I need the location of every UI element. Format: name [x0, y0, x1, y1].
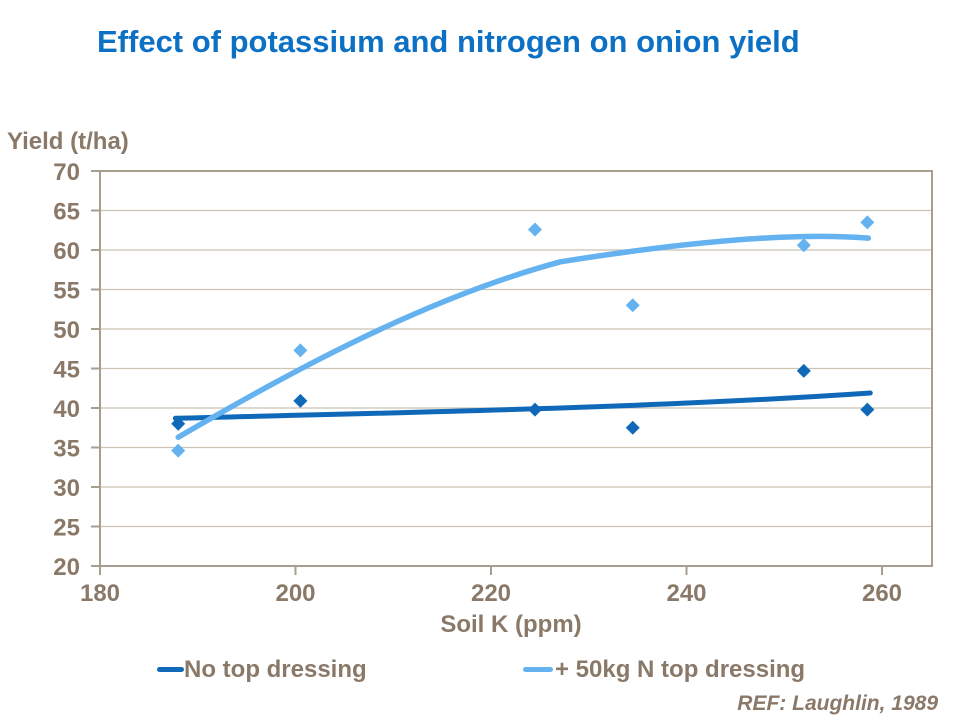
data-point-diamond: [796, 363, 811, 378]
data-point-diamond: [527, 222, 542, 237]
x-tick-label: 180: [80, 580, 120, 607]
reference-text: REF: Laughlin, 1989: [737, 692, 938, 715]
trend-line-no-top-dressing: [172, 390, 873, 421]
legend-label-no-top-dressing: No top dressing: [184, 656, 367, 683]
data-point-diamond: [293, 343, 308, 358]
x-axis-title: Soil K (ppm): [440, 611, 582, 638]
data-point-diamond: [860, 215, 875, 230]
data-point-diamond: [625, 298, 640, 313]
y-tick-label: 25: [53, 515, 80, 542]
x-tick-label: 240: [666, 580, 706, 607]
data-point-diamond: [171, 416, 186, 431]
y-tick-label: 70: [53, 159, 80, 186]
x-tick-label: 260: [862, 580, 902, 607]
y-tick-label: 40: [53, 396, 80, 423]
y-axis-title: Yield (t/ha): [7, 128, 129, 155]
data-point-diamond: [171, 443, 186, 458]
legend-label-50kg-n-top-dressing: + 50kg N top dressing: [555, 656, 806, 683]
data-point-diamond: [625, 420, 640, 435]
y-tick-label: 50: [53, 317, 80, 344]
chart-title: Effect of potassium and nitrogen on onio…: [97, 24, 800, 59]
legend-swatch-no-top-dressing: [157, 667, 184, 672]
x-tick-label: 200: [275, 580, 315, 607]
y-tick-label: 20: [53, 554, 80, 581]
y-tick-label: 30: [53, 475, 80, 502]
data-point-diamond: [527, 402, 542, 417]
y-tick-label: 35: [53, 436, 80, 463]
legend-swatch-50kg-n-top-dressing: [523, 667, 553, 672]
data-point-diamond: [796, 238, 811, 253]
y-tick-label: 65: [53, 199, 80, 226]
y-tick-label: 45: [53, 357, 80, 384]
y-tick-label: 55: [53, 278, 80, 305]
y-tick-label: 60: [53, 238, 80, 265]
data-point-diamond: [293, 393, 308, 408]
x-tick-label: 220: [471, 580, 511, 607]
trend-line-50kg-n: [175, 233, 872, 440]
data-point-diamond: [860, 402, 875, 417]
